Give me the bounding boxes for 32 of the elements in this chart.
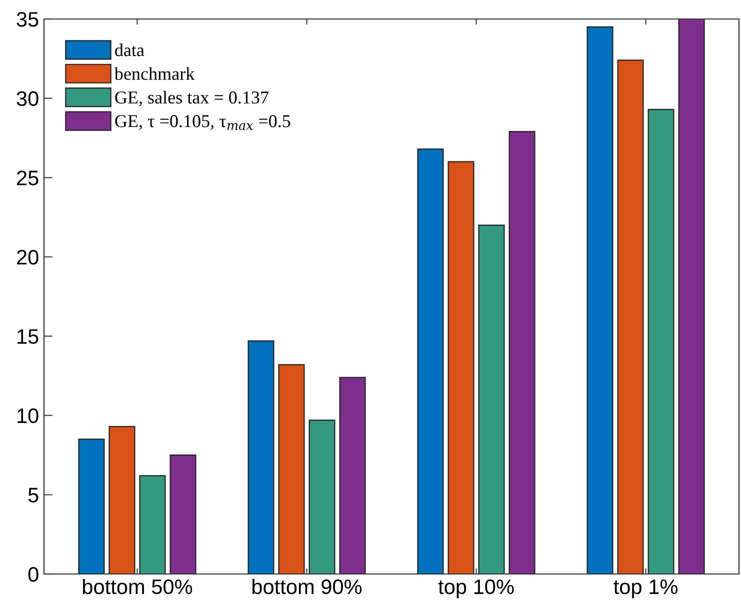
bar: [617, 60, 644, 574]
legend-label: benchmark: [114, 67, 195, 80]
bar: [508, 131, 536, 574]
bar: [417, 148, 444, 574]
y-tick-label: 5: [28, 488, 38, 502]
bar: [448, 161, 474, 574]
y-tick-label: 15: [18, 329, 38, 344]
bar: [478, 224, 505, 574]
bar: [678, 19, 705, 574]
x-tick-label: top 1%: [614, 580, 678, 598]
y-tick-label: 35: [16, 12, 38, 27]
y-tick-label: 0: [28, 567, 38, 582]
legend-label: GE, τ =0.105, τ$_{max}$ =0.5: [115, 115, 290, 130]
bar: [78, 438, 105, 574]
bar: [139, 475, 166, 574]
legend-label: GE, sales tax = 0.137: [115, 90, 268, 106]
bar: [648, 108, 674, 574]
bar: [586, 26, 614, 574]
y-tick-label: 10: [18, 408, 38, 424]
y-tick-label: 25: [17, 170, 38, 186]
x-tick-label: top 10%: [438, 579, 514, 598]
bar: [308, 420, 336, 574]
bar: [248, 340, 274, 574]
x-tick-label: bottom 50%: [82, 578, 192, 594]
bar: [108, 426, 136, 574]
y-tick-label: 20: [17, 250, 38, 265]
y-tick-label: 30: [16, 91, 38, 106]
legend-label: data: [115, 43, 144, 56]
bar: [339, 376, 366, 574]
x-tick-label: bottom 90%: [252, 578, 362, 594]
bar: [170, 454, 196, 574]
bar: [278, 364, 305, 574]
